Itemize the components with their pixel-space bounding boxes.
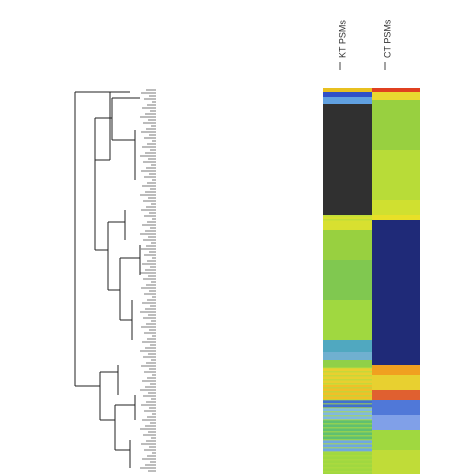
- heatmap-cell: [323, 415, 372, 417]
- heatmap-cell: [372, 220, 420, 365]
- heatmap-cell: [323, 215, 372, 230]
- heatmap-cell: [323, 440, 372, 452]
- heatmap-cell: [323, 387, 372, 389]
- heatmap-cell: [323, 407, 372, 409]
- heatmap-cell: [372, 88, 420, 92]
- heatmap-cell: [372, 390, 420, 400]
- heatmap-cell: [372, 400, 420, 415]
- heatmap-cell: [372, 450, 420, 474]
- heatmap-cell: [323, 367, 372, 369]
- heatmap-cell: [323, 375, 372, 377]
- heatmap-cell: [323, 431, 372, 433]
- heatmap-cell: [372, 375, 420, 390]
- heatmap-cell: [323, 419, 372, 421]
- heatmap-cell: [323, 471, 372, 473]
- dendrogram-branch: [74, 91, 141, 468]
- heatmap-cell: [323, 435, 372, 437]
- heatmap-cell: [323, 459, 372, 461]
- heatmap-cell: [323, 219, 372, 221]
- heatmap-cell: [323, 379, 372, 381]
- heatmap-cell: [323, 104, 372, 215]
- heatmap-cell: [372, 430, 420, 450]
- heatmap-cell: [323, 260, 372, 300]
- column-label: CT PSMs: [382, 19, 392, 58]
- heatmap-cell: [372, 415, 420, 430]
- heatmap-cell: [372, 92, 420, 100]
- heatmap-cell: [323, 403, 372, 405]
- column-label: KT PSMs: [337, 20, 347, 58]
- heatmap-cell: [323, 427, 372, 429]
- heatmap-cell: [323, 467, 372, 469]
- heatmap-cell: [323, 411, 372, 413]
- heatmap-cell: [323, 230, 372, 260]
- heatmap-cell: [323, 439, 372, 441]
- heatmap-cell: [323, 463, 372, 465]
- heatmap-cell: [323, 371, 372, 373]
- heatmap-cell: [323, 92, 372, 97]
- heatmap: [323, 88, 420, 474]
- heatmap-cell: [372, 200, 420, 215]
- dendrogram: [74, 89, 156, 472]
- heatmap-cell: [323, 88, 372, 92]
- heatmap-cell: [372, 215, 420, 220]
- heatmap-cell: [372, 150, 420, 200]
- heatmap-cell: [323, 423, 372, 425]
- heatmap-cell: [323, 455, 372, 457]
- heatmap-cell: [323, 360, 372, 368]
- heatmap-cell: [323, 340, 372, 352]
- heatmap-cell: [323, 447, 372, 449]
- heatmap-cell: [323, 97, 372, 104]
- heatmap-cell: [323, 399, 372, 401]
- heatmap-cell: [323, 408, 372, 420]
- heatmap-cell: [323, 215, 372, 217]
- heatmap-cell: [323, 352, 372, 360]
- heatmap-cell: [323, 383, 372, 385]
- heatmap-cell: [372, 365, 420, 375]
- heatmap-cell: [323, 443, 372, 445]
- heatmap-cell: [372, 100, 420, 150]
- heatmap-cell: [323, 451, 372, 453]
- heatmap-cell: [323, 300, 372, 340]
- heatmap-cell: [323, 391, 372, 393]
- heatmap-cell: [323, 395, 372, 397]
